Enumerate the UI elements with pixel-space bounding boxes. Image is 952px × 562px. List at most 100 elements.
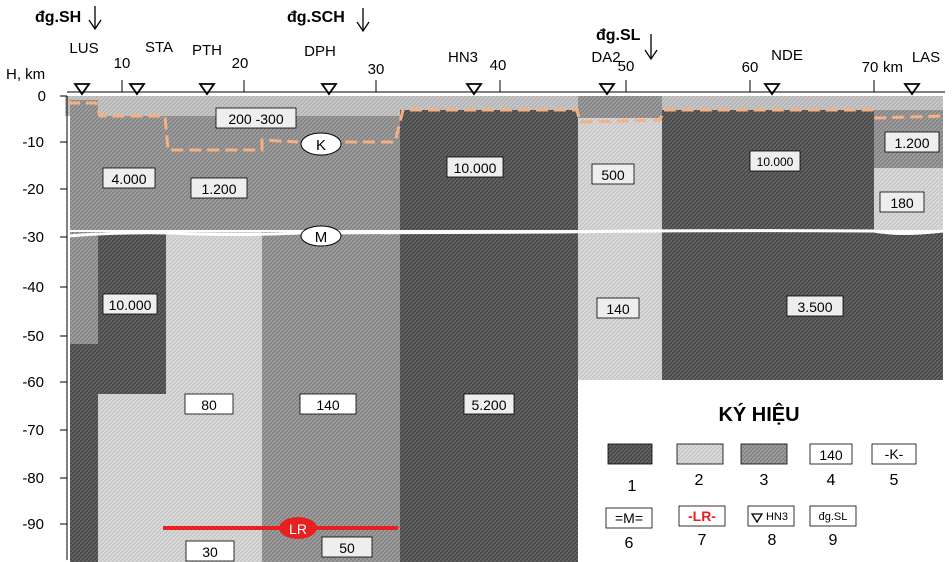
svg-text:đg.SCH: đg.SCH (287, 9, 345, 26)
svg-text:6: 6 (625, 535, 634, 552)
value-label: 80 (201, 397, 217, 413)
legend-item-light-block: 2 (676, 443, 724, 489)
svg-text:đg.SL: đg.SL (596, 27, 641, 44)
svg-text:0: 0 (38, 88, 46, 105)
svg-text:-80: -80 (22, 470, 44, 487)
value-label: 10.000 (454, 160, 497, 176)
station-marker-icon (128, 83, 146, 96)
svg-text:-20: -20 (22, 181, 44, 198)
block-da2-top (578, 96, 662, 118)
depth-axis-label: H, km (6, 66, 45, 83)
m-boundary-line (67, 229, 944, 238)
station-marker-icon (198, 83, 216, 96)
station-da2: DA2 (591, 49, 621, 96)
station-hn3: HN3 (448, 49, 483, 96)
depth-tick: -60 (22, 374, 67, 391)
svg-text:-40: -40 (22, 279, 44, 296)
block-sta-deep (98, 394, 166, 562)
svg-text:7: 7 (698, 532, 707, 549)
m-label-text: M (315, 229, 328, 246)
m-label: M (300, 225, 342, 247)
legend-item-station: HN3 8 (747, 505, 795, 549)
svg-text:-70: -70 (22, 422, 44, 439)
distance-tick: 60 (742, 59, 758, 92)
distance-tick: 50 (618, 58, 635, 92)
svg-text:PTH: PTH (192, 42, 222, 59)
svg-text:-60: -60 (22, 374, 44, 391)
svg-text:140: 140 (819, 447, 843, 463)
stations: LUS STA PTH DPH HN3 DA2 NDE LAS (69, 39, 940, 96)
station-marker-icon (465, 83, 483, 96)
legend-item-medium-block: 3 (740, 443, 788, 489)
station-marker-icon (763, 83, 781, 96)
svg-text:HN3: HN3 (766, 511, 788, 523)
svg-text:HN3: HN3 (448, 49, 478, 66)
depth-tick: -20 (22, 181, 67, 198)
station-sta: STA (128, 39, 173, 96)
depth-axis: H, km 0 -10 -20 -30 -40 -50 -60 -70 -80 … (6, 66, 68, 560)
block-lus-deep (70, 344, 98, 562)
fault-sch: đg.SCH (287, 8, 370, 33)
svg-text:-30: -30 (22, 229, 44, 246)
legend-item-fault: đg.SL 9 (809, 505, 857, 549)
distance-tick: 40 (490, 57, 507, 92)
k-label-text: K (316, 137, 326, 154)
svg-text:LAS: LAS (912, 49, 940, 66)
value-label: 200 -300 (228, 111, 283, 127)
svg-text:LUS: LUS (69, 40, 98, 57)
svg-text:70: 70 (862, 59, 879, 76)
station-lus: LUS (69, 40, 99, 96)
svg-text:30: 30 (368, 61, 385, 78)
resistivity-labels: 200 -300 4.000 1.200 10.000 500 10.000 1… (102, 107, 940, 562)
value-label: 4.000 (111, 171, 146, 187)
lr-label-text: LR (289, 521, 307, 537)
value-label: 30 (202, 544, 218, 560)
svg-text:40: 40 (490, 57, 507, 74)
svg-text:DA2: DA2 (591, 49, 620, 66)
legend-item-dark-block: 1 (607, 443, 653, 495)
value-label: 180 (890, 195, 914, 211)
distance-tick: 30 (368, 61, 385, 92)
svg-text:50: 50 (618, 58, 635, 75)
svg-text:-K-: -K- (885, 446, 904, 462)
value-label: 10.000 (109, 297, 152, 313)
svg-text:-90: -90 (22, 516, 44, 533)
k-label: K (300, 132, 342, 156)
svg-text:5: 5 (890, 472, 899, 489)
station-marker-icon (320, 83, 338, 96)
depth-tick: -10 (22, 134, 67, 151)
legend: KÝ HIỆU 1 2 3 140 4 -K- 5 =M= 6 (605, 402, 917, 552)
depth-tick: -50 (22, 328, 67, 345)
distance-tick: 70 (862, 59, 879, 92)
svg-text:8: 8 (768, 532, 777, 549)
svg-text:3: 3 (760, 472, 769, 489)
depth-tick: -40 (22, 279, 67, 296)
block-lus-upper (70, 100, 98, 230)
legend-title: KÝ HIỆU (718, 402, 799, 426)
distance-axis-unit: km (883, 59, 903, 76)
block-pth-upper (166, 116, 400, 230)
svg-text:9: 9 (829, 532, 838, 549)
value-label: 5.200 (471, 397, 506, 413)
value-label: 3.500 (797, 299, 832, 315)
value-label: 50 (339, 540, 355, 556)
svg-text:-10: -10 (22, 134, 44, 151)
depth-tick: 0 (38, 88, 67, 105)
fault-arrow-icon (356, 8, 370, 33)
block-lus-lower (70, 232, 98, 344)
station-marker-icon (903, 83, 921, 96)
station-marker-icon (598, 83, 616, 96)
svg-text:4: 4 (827, 472, 836, 489)
fault-arrow-icon (88, 6, 102, 31)
station-dph: DPH (304, 43, 338, 96)
svg-text:10: 10 (114, 55, 131, 72)
value-label: 10.000 (757, 155, 794, 169)
distance-tick: 20 (232, 55, 248, 92)
station-marker-icon (750, 513, 764, 524)
station-pth: PTH (192, 42, 222, 96)
station-nde: NDE (763, 47, 803, 96)
value-label: 140 (606, 301, 630, 317)
distance-tick: 10 (114, 55, 131, 92)
fault-sh: đg.SH (35, 6, 102, 31)
legend-panel (580, 380, 952, 562)
